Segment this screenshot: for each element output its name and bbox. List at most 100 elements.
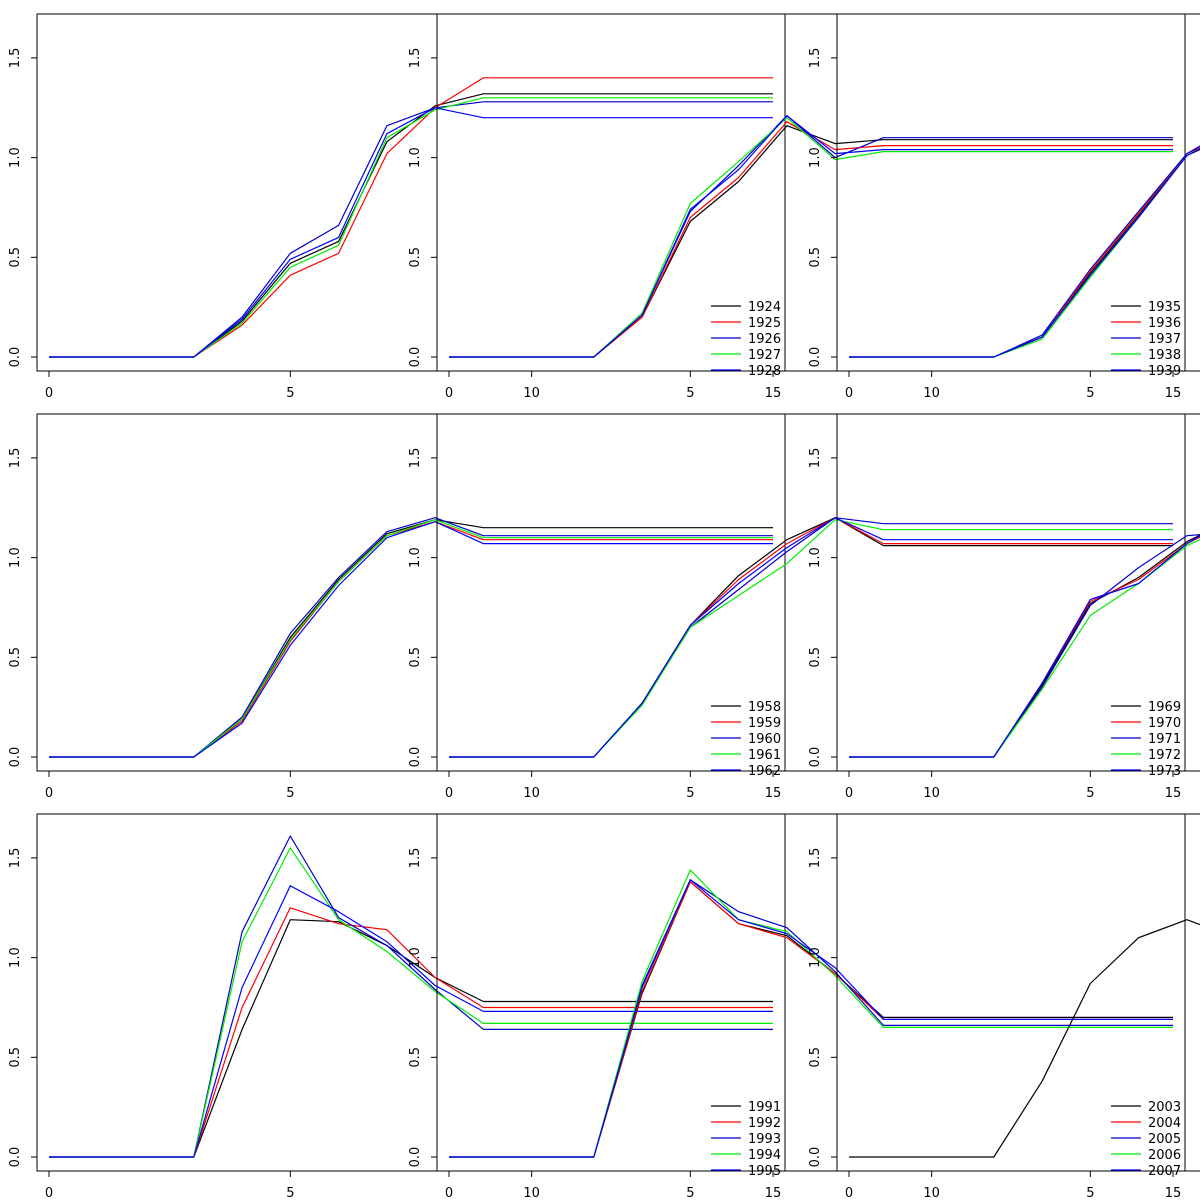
x-tick-label: 15: [765, 786, 782, 801]
x-tick-label: 0: [445, 786, 453, 801]
series-line-1927: [49, 97, 773, 358]
y-tick-label: 1.0: [408, 147, 423, 168]
y-tick-label: 0.0: [8, 747, 23, 768]
plot-frame: [836, 413, 1200, 772]
legend-label: 1925: [748, 316, 781, 331]
legend-label: 1936: [1148, 316, 1181, 331]
y-tick-label: 0.5: [8, 647, 23, 668]
series-line-1994: [49, 847, 773, 1158]
legend-label: 1937: [1148, 332, 1181, 347]
x-tick-label: 0: [845, 386, 853, 401]
y-tick-label: 1.5: [808, 48, 823, 69]
x-tick-label: 5: [686, 1186, 694, 1200]
y-tick-label: 1.0: [408, 547, 423, 568]
legend-label: 1959: [748, 716, 781, 731]
y-tick-label: 0.0: [8, 347, 23, 368]
y-tick-label: 0.0: [808, 747, 823, 768]
y-tick-label: 1.5: [408, 448, 423, 469]
legend-label: 1960: [748, 732, 781, 747]
y-tick-label: 0.5: [8, 247, 23, 268]
series-line-2005: [449, 879, 1173, 1158]
series-line-2014: [849, 919, 1200, 1158]
x-tick-label: 15: [1165, 786, 1182, 801]
y-tick-label: 1.0: [808, 547, 823, 568]
y-tick-label: 0.0: [808, 1147, 823, 1168]
legend-label: 1935: [1148, 300, 1181, 315]
y-tick-label: 0.0: [408, 1147, 423, 1168]
y-tick-label: 0.5: [408, 247, 423, 268]
series-line-1962: [49, 521, 773, 758]
x-tick-label: 5: [286, 386, 294, 401]
y-tick-label: 1.5: [808, 848, 823, 869]
x-tick-label: 5: [1086, 1186, 1094, 1200]
y-tick-label: 0.0: [408, 347, 423, 368]
plot-frame: [836, 13, 1200, 372]
x-tick-label: 15: [765, 386, 782, 401]
x-tick-label: 0: [45, 786, 53, 801]
y-tick-label: 1.0: [408, 947, 423, 968]
y-tick-label: 1.5: [8, 48, 23, 69]
legend-label: 1961: [748, 748, 781, 763]
series-line-1926: [49, 101, 773, 358]
series-line-1924: [49, 93, 773, 358]
x-tick-label: 0: [45, 386, 53, 401]
series-line-1939: [449, 115, 1173, 358]
x-tick-label: 15: [1165, 1186, 1182, 1200]
legend-label: 1926: [748, 332, 781, 347]
legend-label: 1927: [748, 348, 781, 363]
legend-label: 1924: [748, 300, 781, 315]
series-line-1992: [49, 907, 773, 1158]
legend-label: 1969: [1148, 700, 1181, 715]
y-tick-label: 1.0: [8, 147, 23, 168]
series-line-1995: [49, 885, 773, 1158]
y-tick-label: 1.0: [8, 547, 23, 568]
x-tick-label: 0: [45, 1186, 53, 1200]
y-tick-label: 1.0: [808, 147, 823, 168]
x-tick-label: 5: [686, 386, 694, 401]
legend-label: 1994: [748, 1148, 781, 1163]
y-tick-label: 1.0: [8, 947, 23, 968]
legend-label: 1970: [1148, 716, 1181, 731]
series-line-1993: [49, 835, 773, 1158]
series-line-1925: [49, 77, 773, 358]
y-tick-label: 0.5: [408, 647, 423, 668]
x-tick-label: 5: [686, 786, 694, 801]
series-line-1973: [449, 517, 1173, 758]
y-tick-label: 0.0: [8, 1147, 23, 1168]
series-line-1984: [849, 535, 1200, 758]
x-tick-label: 10: [523, 386, 540, 401]
x-tick-label: 0: [845, 1186, 853, 1200]
legend-label: 2004: [1148, 1116, 1181, 1131]
x-tick-label: 15: [1165, 386, 1182, 401]
y-tick-label: 1.5: [408, 48, 423, 69]
legend-label: 2006: [1148, 1148, 1181, 1163]
legend-label: 1971: [1148, 732, 1181, 747]
x-tick-label: 5: [286, 1186, 294, 1200]
x-tick-label: 15: [765, 1186, 782, 1200]
series-line-2006: [449, 869, 1173, 1158]
y-tick-label: 0.5: [808, 647, 823, 668]
y-tick-label: 0.0: [808, 347, 823, 368]
x-tick-label: 10: [523, 786, 540, 801]
y-tick-label: 0.5: [8, 1047, 23, 1068]
x-tick-label: 5: [286, 786, 294, 801]
x-tick-label: 10: [923, 786, 940, 801]
series-line-1928: [49, 107, 773, 358]
y-tick-label: 0.0: [408, 747, 423, 768]
legend-label: 2003: [1148, 1100, 1181, 1115]
